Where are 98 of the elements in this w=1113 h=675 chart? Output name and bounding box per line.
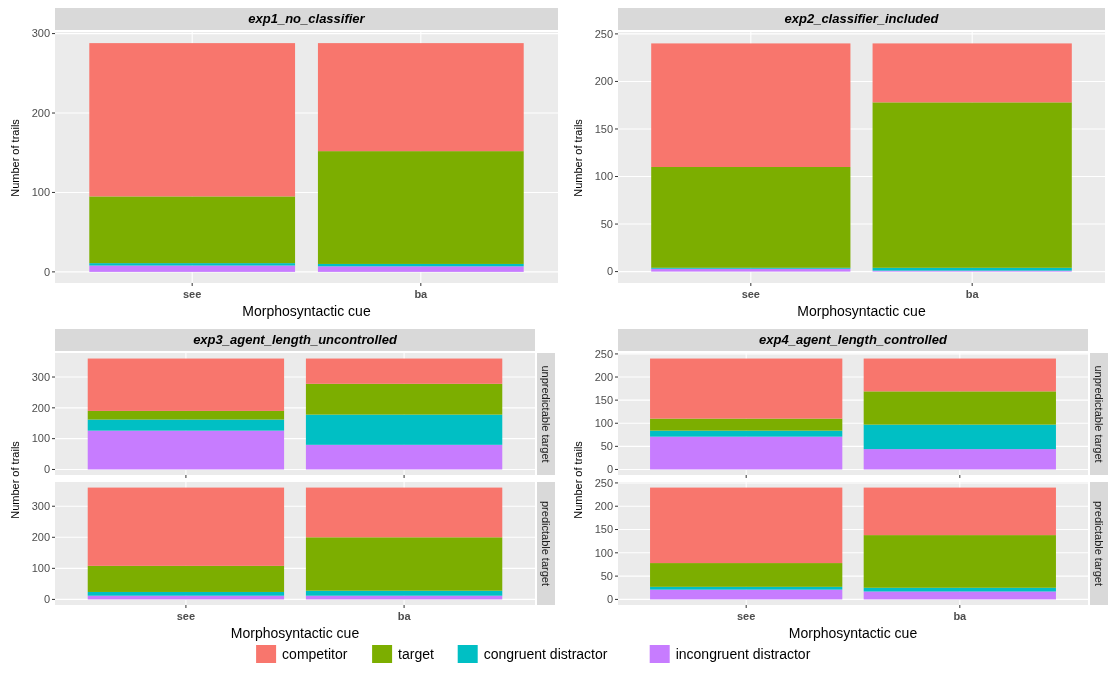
bar bbox=[305, 590, 503, 596]
bar bbox=[89, 196, 296, 264]
y-tick-label: 100 bbox=[594, 417, 613, 430]
bar bbox=[650, 436, 843, 470]
chart-title: exp2_classifier_included bbox=[784, 11, 940, 26]
bar bbox=[305, 487, 503, 538]
y-tick-label: 50 bbox=[600, 440, 613, 453]
bar bbox=[650, 358, 843, 419]
y-tick-label: 0 bbox=[43, 593, 50, 606]
bar bbox=[305, 383, 503, 415]
y-tick-label: 150 bbox=[594, 122, 613, 135]
bar bbox=[89, 263, 296, 266]
bar bbox=[87, 358, 285, 411]
bar bbox=[863, 358, 1056, 392]
x-tick-label: see bbox=[741, 288, 760, 300]
y-tick-label: 100 bbox=[594, 170, 613, 183]
bar bbox=[863, 591, 1056, 600]
x-tick-label: see bbox=[183, 288, 202, 300]
y-axis-title: Number of trails bbox=[9, 118, 21, 197]
bar bbox=[317, 43, 524, 152]
y-axis-title: Number of trails bbox=[9, 440, 21, 519]
y-axis-title: Number of trails bbox=[572, 440, 584, 519]
bar bbox=[87, 487, 285, 566]
y-tick-label: 0 bbox=[43, 265, 50, 278]
x-tick-label: ba bbox=[953, 610, 968, 622]
bar bbox=[650, 563, 843, 587]
bar bbox=[650, 586, 843, 590]
bar bbox=[305, 358, 503, 384]
bar bbox=[89, 265, 296, 272]
bar bbox=[872, 102, 1072, 268]
text: unpredictable target bbox=[1093, 365, 1105, 463]
bar bbox=[87, 591, 285, 596]
y-tick-label: 0 bbox=[606, 593, 613, 606]
y-tick-label: 200 bbox=[31, 106, 50, 119]
y-tick-label: 250 bbox=[594, 27, 613, 40]
y-tick-label: 150 bbox=[594, 523, 613, 536]
y-tick-label: 100 bbox=[31, 186, 50, 199]
bar bbox=[317, 151, 524, 264]
y-tick-label: 100 bbox=[594, 546, 613, 559]
y-tick-label: 100 bbox=[31, 562, 50, 575]
legend-label: target bbox=[398, 645, 435, 662]
legend-label: competitor bbox=[282, 645, 348, 662]
x-tick-label: see bbox=[737, 610, 756, 622]
chart-title: exp3_agent_length_uncontrolled bbox=[193, 332, 398, 347]
legend-label: congruent distractor bbox=[483, 645, 608, 662]
bar bbox=[650, 418, 843, 431]
y-tick-label: 300 bbox=[31, 27, 50, 40]
bar bbox=[651, 167, 851, 268]
y-tick-label: 100 bbox=[31, 432, 50, 445]
bar bbox=[863, 424, 1056, 450]
bar bbox=[650, 487, 843, 564]
bar bbox=[650, 589, 843, 600]
x-tick-label: ba bbox=[414, 288, 429, 300]
y-tick-label: 0 bbox=[606, 265, 613, 278]
text: predictable target bbox=[540, 501, 552, 586]
legend-label: incongruent distractor bbox=[675, 645, 811, 662]
bar bbox=[87, 565, 285, 592]
y-tick-label: 200 bbox=[594, 75, 613, 88]
chart-title: exp1_no_classifier bbox=[248, 11, 366, 26]
x-axis-title: Morphosyntactic cue bbox=[242, 303, 371, 319]
bar bbox=[863, 449, 1056, 470]
y-tick-label: 200 bbox=[31, 531, 50, 544]
x-axis-title: Morphosyntactic cue bbox=[788, 625, 918, 641]
x-tick-label: ba bbox=[965, 288, 980, 300]
bar bbox=[651, 43, 851, 168]
bar bbox=[863, 391, 1056, 425]
y-tick-label: 250 bbox=[594, 476, 613, 489]
bar bbox=[87, 419, 285, 431]
y-tick-label: 50 bbox=[600, 217, 613, 230]
x-axis-title: Morphosyntactic cue bbox=[230, 625, 360, 641]
bar bbox=[87, 410, 285, 420]
bar bbox=[89, 43, 296, 197]
x-tick-label: see bbox=[176, 610, 196, 622]
bar bbox=[863, 487, 1056, 536]
text: unpredictable target bbox=[540, 365, 552, 463]
y-tick-label: 0 bbox=[606, 463, 613, 476]
y-tick-label: 250 bbox=[594, 347, 613, 360]
bar bbox=[872, 43, 1072, 103]
y-tick-label: 200 bbox=[594, 370, 613, 383]
text: predictable target bbox=[1093, 501, 1105, 586]
y-tick-label: 300 bbox=[31, 500, 50, 513]
chart-title: exp4_agent_length_controlled bbox=[759, 332, 948, 347]
bar bbox=[317, 266, 524, 272]
y-axis-title: Number of trails bbox=[572, 118, 584, 197]
bar bbox=[650, 430, 843, 437]
y-tick-label: 200 bbox=[594, 500, 613, 513]
bar bbox=[305, 537, 503, 591]
y-tick-label: 50 bbox=[600, 569, 613, 582]
y-tick-label: 300 bbox=[31, 370, 50, 383]
bar bbox=[87, 430, 285, 470]
bar bbox=[863, 535, 1056, 588]
y-tick-label: 200 bbox=[31, 401, 50, 414]
y-tick-label: 0 bbox=[43, 463, 50, 476]
bar bbox=[305, 414, 503, 445]
x-tick-label: ba bbox=[397, 610, 412, 622]
bar bbox=[305, 444, 503, 470]
y-tick-label: 150 bbox=[594, 393, 613, 406]
x-axis-title: Morphosyntactic cue bbox=[797, 303, 926, 319]
